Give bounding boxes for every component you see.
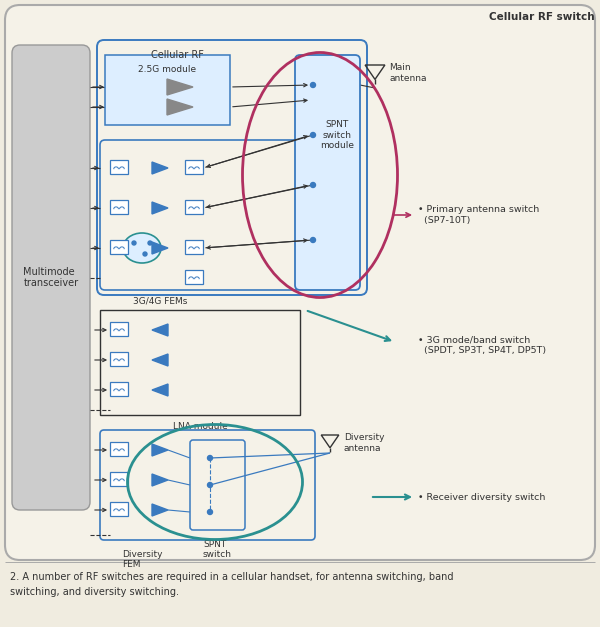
Bar [110, 472, 128, 486]
Circle shape [143, 252, 147, 256]
Text: Cellular RF: Cellular RF [151, 50, 203, 60]
FancyBboxPatch shape [5, 5, 595, 560]
Bar [110, 442, 128, 456]
Polygon shape [152, 504, 168, 516]
Bar [110, 160, 128, 174]
Text: • Primary antenna switch
  (SP7-10T): • Primary antenna switch (SP7-10T) [418, 205, 539, 224]
Polygon shape [167, 79, 193, 95]
Text: Diversity
antenna: Diversity antenna [344, 433, 385, 453]
Text: 2.5G module: 2.5G module [139, 65, 197, 74]
Text: switching, and diversity switching.: switching, and diversity switching. [10, 587, 179, 597]
Circle shape [311, 132, 316, 137]
Text: 3G/4G FEMs: 3G/4G FEMs [133, 297, 187, 306]
Bar [110, 382, 128, 396]
Circle shape [208, 510, 212, 515]
Text: Diversity
FEM: Diversity FEM [122, 550, 162, 569]
Bar [110, 352, 128, 366]
Text: Multimode
transceiver: Multimode transceiver [23, 266, 79, 288]
FancyBboxPatch shape [12, 45, 90, 510]
Text: Cellular RF switch: Cellular RF switch [490, 12, 595, 22]
Circle shape [311, 238, 316, 243]
Polygon shape [167, 99, 193, 115]
Circle shape [132, 241, 136, 245]
Bar [185, 160, 203, 174]
Text: SPNT
switch: SPNT switch [203, 540, 232, 559]
Bar [100, 310, 300, 415]
Circle shape [311, 182, 316, 187]
Bar [185, 240, 203, 254]
Bar [185, 200, 203, 214]
Circle shape [311, 83, 316, 88]
Bar [110, 200, 128, 214]
Polygon shape [152, 242, 168, 254]
Bar [110, 322, 128, 336]
Polygon shape [152, 384, 168, 396]
Polygon shape [152, 202, 168, 214]
Polygon shape [152, 162, 168, 174]
FancyBboxPatch shape [295, 55, 360, 290]
Text: Main
antenna: Main antenna [389, 63, 427, 83]
Polygon shape [152, 474, 168, 486]
Text: • Receiver diversity switch: • Receiver diversity switch [418, 492, 545, 502]
Text: 2. A number of RF switches are required in a cellular handset, for antenna switc: 2. A number of RF switches are required … [10, 572, 454, 582]
Text: • 3G mode/band switch
  (SPDT, SP3T, SP4T, DP5T): • 3G mode/band switch (SPDT, SP3T, SP4T,… [418, 335, 546, 355]
Ellipse shape [123, 233, 161, 263]
Text: SPNT
switch
module: SPNT switch module [320, 120, 354, 150]
Circle shape [208, 455, 212, 460]
Polygon shape [152, 354, 168, 366]
Polygon shape [152, 324, 168, 336]
Polygon shape [152, 444, 168, 456]
Circle shape [208, 483, 212, 488]
Bar [110, 240, 128, 254]
Bar [110, 502, 128, 516]
Text: LNA module: LNA module [173, 422, 227, 431]
Bar [105, 55, 230, 125]
Circle shape [148, 241, 152, 245]
Bar [185, 270, 203, 284]
